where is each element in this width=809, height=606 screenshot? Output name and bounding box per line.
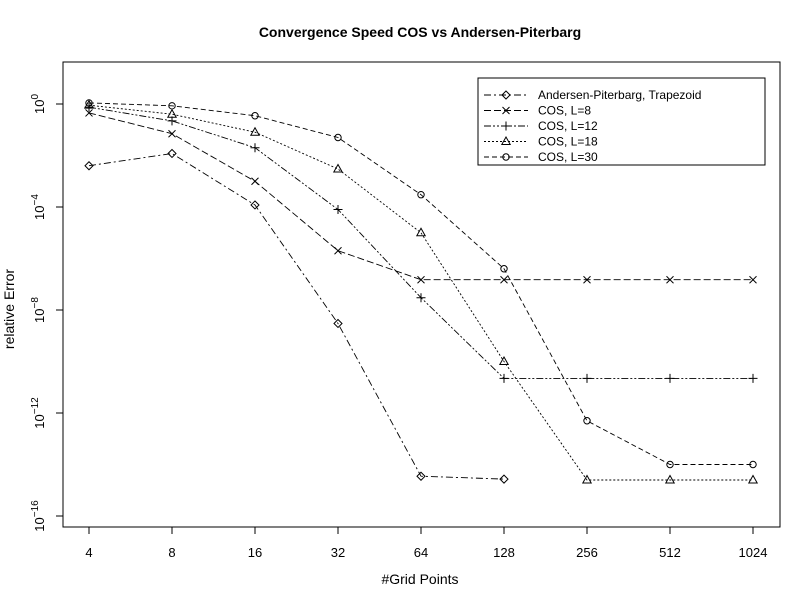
cos-l-18-point <box>249 126 261 136</box>
x-axis: 4 8 16 32 64 128 256 512 1024 <box>85 527 767 560</box>
chart-title: Convergence Speed COS vs Andersen-Piterb… <box>259 24 581 40</box>
y-tick-label: 10−12 <box>30 397 47 429</box>
cos-l-12-point <box>748 373 758 383</box>
x-tick-label: 4 <box>85 545 92 560</box>
cos-l-18-point <box>581 474 593 484</box>
cos-l-8-point <box>251 177 259 186</box>
cos-l-12-point <box>416 293 426 303</box>
y-tick-label: 10−4 <box>30 194 47 220</box>
cos-l-30-point <box>168 102 176 110</box>
x-tick-label: 16 <box>248 545 262 560</box>
y-axis: 100 10−4 10−8 10−12 10−16 <box>30 94 63 532</box>
cos-l-30-point <box>583 417 591 425</box>
series-cos-l-8 <box>85 109 757 284</box>
cos-l-30-point <box>749 460 757 469</box>
y-tick-label-text: 10−12 <box>30 397 47 429</box>
cos-l-12-point <box>499 373 509 383</box>
andersen-piterbarg-trapezoid-point <box>499 474 509 484</box>
x-axis-label: #Grid Points <box>381 571 458 587</box>
legend-marker-cos-l-8 <box>502 106 510 115</box>
cos-l-30-point <box>334 133 342 142</box>
cos-l-12-point <box>167 116 177 126</box>
cos-l-8-point <box>334 246 342 255</box>
cos-l-30-point <box>500 265 508 273</box>
y-tick-label-text: 10−16 <box>30 500 47 532</box>
y-tick-label: 100 <box>30 94 47 114</box>
cos-l-18-line <box>88 104 753 481</box>
cos-l-30-point <box>417 191 425 199</box>
y-tick-label-text: 100 <box>30 94 47 114</box>
cos-l-18-point <box>747 474 759 484</box>
andersen-piterbarg-trapezoid-point <box>167 148 177 159</box>
legend-label-cos-l-12: COS, L=12 <box>538 119 598 133</box>
cos-l-12-point <box>582 373 592 383</box>
y-tick-label: 10−16 <box>30 500 47 532</box>
cos-l-8-point <box>500 275 508 284</box>
andersen-piterbarg-trapezoid-point <box>84 161 94 171</box>
andersen-piterbarg-trapezoid-line <box>88 153 505 480</box>
legend-marker-andersen-piterbarg-trapezoid <box>501 90 511 100</box>
cos-l-18-point <box>415 227 427 237</box>
legend-label-cos-l-18: COS, L=18 <box>538 135 598 149</box>
cos-l-8-point <box>666 275 674 284</box>
y-tick-label-text: 10−8 <box>30 297 47 323</box>
cos-l-8-point <box>749 275 757 284</box>
series-layer <box>83 99 759 484</box>
x-tick-label: 512 <box>659 545 681 560</box>
legend-box <box>477 77 766 166</box>
legend-marker-cos-l-12 <box>501 121 511 131</box>
cos-l-12-point <box>250 143 260 153</box>
cos-l-18-point <box>664 474 676 484</box>
andersen-piterbarg-trapezoid-point <box>250 200 260 210</box>
legend-marker-cos-l-18 <box>500 135 512 145</box>
y-tick-label-text: 10−4 <box>30 194 47 220</box>
cos-l-18-point <box>166 108 178 118</box>
cos-l-12-point <box>333 204 343 214</box>
x-tick-label: 1024 <box>739 545 768 560</box>
series-cos-l-12 <box>84 102 758 383</box>
series-andersen-piterbarg-trapezoid <box>84 148 509 484</box>
cos-l-18-point <box>83 99 95 109</box>
legend-label-cos-l-8: COS, L=8 <box>538 104 591 118</box>
legend-marker-cos-l-30 <box>502 153 510 161</box>
legend-label-cos-l-30: COS, L=30 <box>538 150 598 164</box>
andersen-piterbarg-trapezoid-point <box>416 471 426 481</box>
cos-l-18-point <box>332 163 344 173</box>
x-tick-label: 128 <box>493 545 515 560</box>
x-tick-label: 256 <box>576 545 598 560</box>
cos-l-12-point <box>84 102 94 112</box>
andersen-piterbarg-trapezoid-point <box>333 318 343 329</box>
cos-l-30-line <box>88 102 753 465</box>
series-cos-l-18 <box>83 99 759 484</box>
x-tick-label: 32 <box>331 545 345 560</box>
y-axis-label: relative Error <box>1 269 17 349</box>
legend-label-andersen-piterbarg-trapezoid: Andersen-Piterbarg, Trapezoid <box>538 88 701 102</box>
cos-l-30-point <box>251 112 259 120</box>
cos-l-18-point <box>498 355 510 365</box>
cos-l-12-point <box>665 373 675 383</box>
cos-l-30-point <box>85 99 93 107</box>
cos-l-30-point <box>666 460 674 469</box>
cos-l-8-point <box>85 109 93 117</box>
cos-l-8-point <box>417 275 425 284</box>
x-tick-label: 64 <box>414 545 428 560</box>
x-tick-label: 8 <box>168 545 175 560</box>
series-cos-l-30 <box>85 99 757 469</box>
y-tick-label: 10−8 <box>30 297 47 323</box>
cos-l-8-point <box>583 275 591 284</box>
cos-l-8-point <box>168 129 176 138</box>
